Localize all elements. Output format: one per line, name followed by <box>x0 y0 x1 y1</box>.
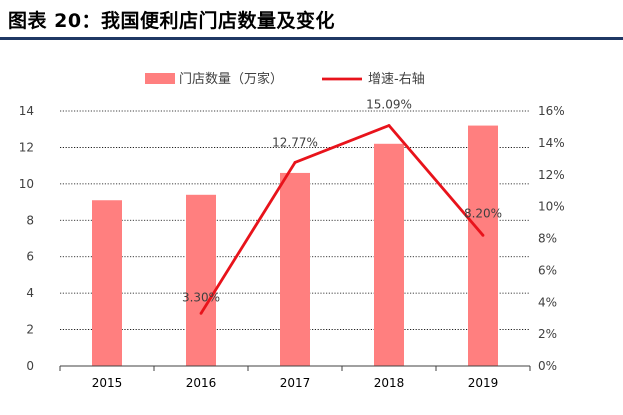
legend-line-label: 增速-右轴 <box>368 72 425 87</box>
y-right-tick-label: 14% <box>538 136 565 150</box>
growth-line <box>199 124 485 315</box>
legend: 门店数量（万家） 增速-右轴 <box>145 71 425 87</box>
y-left-tick-label: 10 <box>19 177 34 191</box>
data-label: 3.30% <box>182 290 220 304</box>
y-right-tick-label: 0% <box>538 359 557 373</box>
y-left-tick-label: 14 <box>19 104 34 118</box>
legend-bar-label: 门店数量（万家） <box>179 71 283 87</box>
axes: 0 2 4 6 8 10 12 14 0% 2% 4% 6% 8% 10% 12% 14% 16% 2015 201… <box>19 104 565 390</box>
y-left-tick-label: 12 <box>19 140 34 154</box>
growth-point <box>293 161 297 164</box>
y-left-tick-label: 8 <box>26 213 34 227</box>
data-label: 15.09% <box>366 98 412 112</box>
growth-point <box>199 312 203 315</box>
x-tick-label: 2016 <box>186 376 217 390</box>
title-divider <box>0 37 623 40</box>
x-tick-label: 2017 <box>280 376 311 390</box>
y-right-tick-label: 16% <box>538 104 565 118</box>
y-right-tick-label: 6% <box>538 263 557 277</box>
bar-series <box>92 125 498 366</box>
bar-2015 <box>92 200 122 366</box>
growth-point <box>481 233 485 237</box>
y-left-tick-label: 4 <box>26 286 34 300</box>
y-right-tick-label: 10% <box>538 200 565 214</box>
figure-title: 图表 20：我国便利店门店数量及变化 <box>8 10 336 32</box>
data-label: 12.77% <box>272 135 318 149</box>
line-series: 3.30% 12.77% 15.09% 8.20% <box>182 98 502 315</box>
x-tick-label: 2015 <box>92 376 123 390</box>
data-label: 8.20% <box>464 206 502 220</box>
y-right-tick-label: 12% <box>538 168 565 182</box>
y-left-tick-label: 0 <box>26 359 34 373</box>
bar-2018 <box>374 143 404 366</box>
y-right-tick-label: 4% <box>538 295 557 309</box>
y-right-tick-label: 2% <box>538 327 557 341</box>
y-left-tick-label: 6 <box>26 250 34 264</box>
figure-title-bar: 图表 20：我国便利店门店数量及变化 <box>0 0 623 40</box>
bar-2016 <box>186 194 216 366</box>
legend-bar-swatch <box>145 73 175 84</box>
growth-point <box>387 124 391 127</box>
x-tick-label: 2018 <box>374 376 405 390</box>
x-tick-label: 2019 <box>468 376 499 390</box>
bar-2019 <box>468 125 498 366</box>
y-right-tick-label: 8% <box>538 232 557 246</box>
y-left-tick-label: 2 <box>26 323 34 337</box>
bar-2017 <box>280 172 310 366</box>
